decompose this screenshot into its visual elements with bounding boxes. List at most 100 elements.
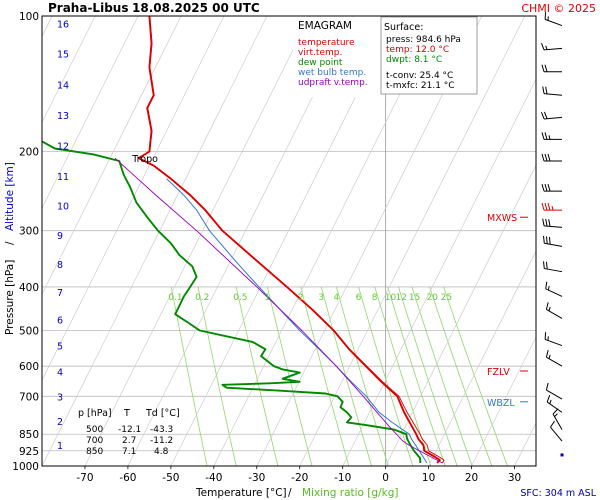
- dry-adiabat-line: [514, 422, 536, 466]
- wind-barb-full: [541, 153, 545, 162]
- altitude-km-label: 6: [57, 315, 63, 326]
- wind-barb-full: [547, 202, 551, 211]
- mixing-ratio-label: 0.5: [233, 293, 247, 303]
- pressure-tick-label: 925: [19, 446, 39, 458]
- wind-barb-half: [548, 135, 551, 140]
- wind-barb: [541, 64, 562, 73]
- wind-barb-staff: [546, 389, 563, 400]
- x-axis-title-mixing: Mixing ratio [g/kg]: [302, 487, 398, 499]
- surface-box: [380, 16, 478, 95]
- x-tick-label: -40: [205, 472, 222, 484]
- pressure-tick-label: 700: [19, 391, 39, 403]
- wind-barb-full: [545, 349, 549, 358]
- altitude-km-label: 5: [57, 342, 63, 353]
- dry-adiabat-line: [342, 78, 536, 466]
- wind-barb: [544, 332, 563, 347]
- x-axis-title-separator: /: [288, 487, 292, 499]
- mixing-ratio-line: [387, 286, 446, 466]
- wind-barb-full: [544, 12, 547, 20]
- wind-barb-full: [545, 382, 549, 391]
- pressure-tick-label: 200: [19, 146, 39, 158]
- mixing-ratio-line: [197, 286, 237, 466]
- wind-barb: [546, 394, 563, 413]
- wind-barb-full: [547, 153, 551, 162]
- mixing-ratio-label: 20: [427, 293, 439, 303]
- mixing-ratio-line: [358, 286, 414, 466]
- mixing-ratio-line: [443, 286, 508, 466]
- calm-wind-marker: [560, 453, 564, 457]
- wind-barbs-column: [540, 12, 564, 457]
- dry-adiabat-line: [385, 164, 536, 466]
- wind-barb-half: [548, 306, 551, 312]
- wind-barb-staff: [544, 242, 563, 247]
- mixing-ratio-line: [429, 286, 493, 466]
- mixing-ratio-label: 0.2: [195, 293, 209, 303]
- wind-barb-full: [547, 183, 551, 192]
- wind-barb-full: [542, 218, 545, 226]
- dry-adiabat-line: [42, 16, 268, 466]
- dry-adiabat-line: [471, 336, 536, 466]
- x-tick-label: 20: [465, 472, 478, 484]
- mixing-ratio-label: 3: [318, 293, 324, 303]
- wind-barb: [543, 261, 563, 273]
- x-tick-label: 10: [422, 472, 435, 484]
- altitude-km-label: 1: [57, 441, 63, 452]
- wind-barb-full: [541, 132, 545, 140]
- wind-barb-half: [549, 399, 552, 404]
- mixing-ratio-label: 6: [356, 293, 362, 303]
- mixing-ratio-label: 2: [298, 293, 304, 303]
- pressure-tick-label: 1000: [12, 461, 39, 473]
- dry-adiabat-line: [557, 6, 600, 466]
- wind-barb-half: [554, 413, 558, 417]
- wind-barb-staff: [550, 426, 563, 442]
- wind-barb-full: [543, 235, 545, 244]
- wind-barb: [543, 235, 563, 247]
- wind-barb-full: [544, 132, 548, 140]
- y-axis-title-separator: /: [4, 241, 16, 245]
- wind-barb: [545, 382, 563, 400]
- series-wet-bulb-temp: [166, 178, 428, 464]
- series-dew-point: [42, 140, 422, 464]
- plot-frame: [41, 15, 537, 467]
- wind-barb-full: [545, 281, 548, 289]
- legend-title: EMAGRAM: [298, 20, 352, 32]
- y-axis-title-altitude: Altitude [km]: [4, 162, 16, 231]
- x-tick-label: -10: [334, 472, 351, 484]
- table-header-t: T: [123, 408, 130, 419]
- wind-barb-full: [545, 86, 548, 95]
- altitude-km-label: 14: [57, 81, 69, 92]
- mixing-ratio-label: 4: [333, 293, 339, 303]
- level-marker-mxws: MXWS: [487, 213, 517, 224]
- legend-item-temperature: temperature: [298, 38, 355, 48]
- level-marker-fzlv: FZLV: [487, 367, 510, 378]
- dry-adiabat-line: [42, 16, 96, 124]
- wind-barb: [560, 453, 564, 457]
- wind-barb: [550, 420, 563, 442]
- x-tick-label: 0: [382, 472, 389, 484]
- pressure-tick-label: 400: [19, 282, 39, 294]
- table-row-500-p: 500: [86, 425, 103, 435]
- wind-barb-full: [541, 64, 545, 72]
- x-tick-label: -20: [291, 472, 308, 484]
- wind-barb-full: [550, 420, 555, 428]
- wind-barb-half: [547, 285, 550, 291]
- wind-barb-full: [545, 261, 548, 270]
- altitude-km-label: 7: [57, 288, 63, 299]
- pressure-tick-label: 850: [19, 429, 39, 441]
- wind-barb: [542, 218, 563, 228]
- wind-barb: [542, 86, 563, 96]
- dry-adiabat-line: [0, 6, 14, 466]
- wind-barb: [552, 408, 563, 430]
- legend-item-updraft: udpraft v.temp.: [298, 78, 368, 88]
- x-tick-label: -70: [76, 472, 93, 484]
- wind-barb-full: [543, 261, 545, 269]
- wind-barb-full: [548, 236, 551, 245]
- legend-item-virt-temp: virt.temp.: [298, 48, 342, 58]
- series-virt-temp: [138, 16, 445, 464]
- mixing-ratio-line: [411, 286, 473, 466]
- wind-barb-full: [545, 236, 548, 244]
- mixing-ratio-line: [235, 286, 279, 466]
- altitude-km-label: 15: [57, 49, 69, 60]
- legend-box: [293, 17, 381, 97]
